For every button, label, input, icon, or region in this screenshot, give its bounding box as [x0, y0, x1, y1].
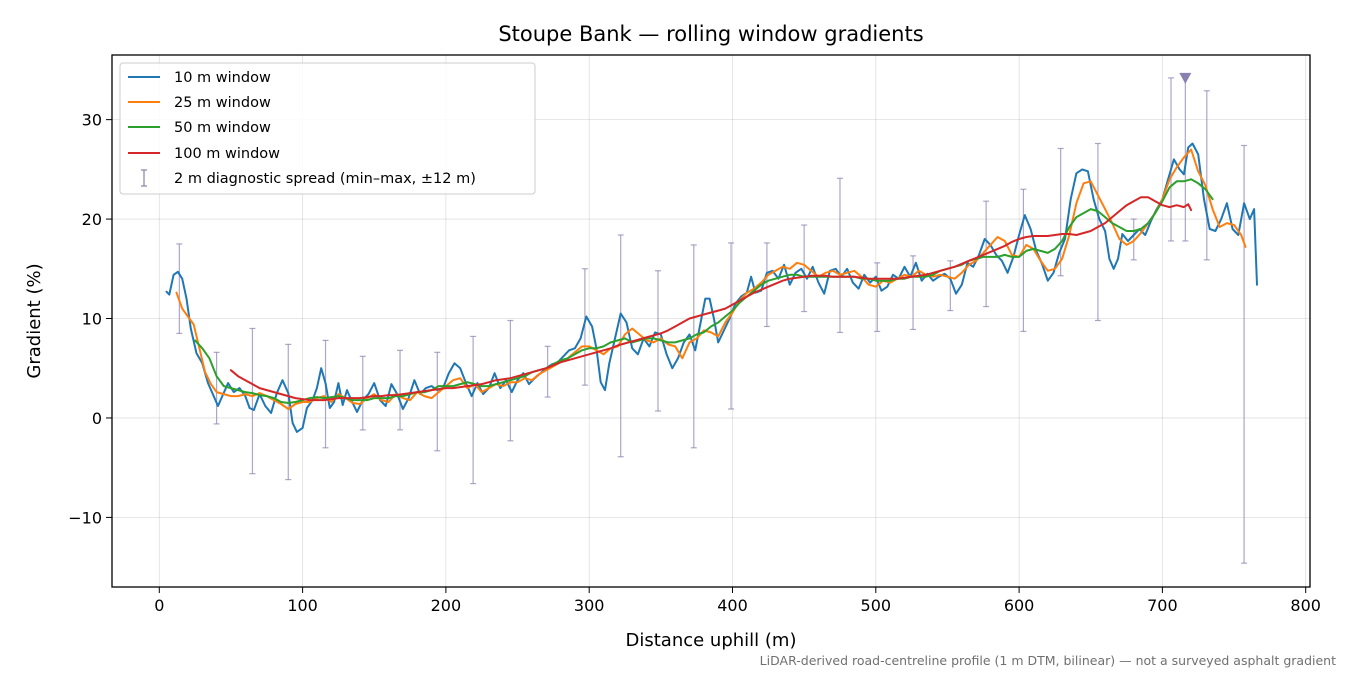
spread-errorbar	[1130, 218, 1137, 261]
plot-frame	[111, 54, 1311, 588]
y-axis-label: Gradient (%)	[24, 263, 45, 378]
spread-errorbar	[1057, 147, 1064, 277]
spread-errorbar	[176, 243, 183, 335]
spread-errorbar	[1203, 90, 1210, 261]
x-tick-label: 400	[717, 596, 748, 615]
footnote: LiDAR-derived road-centreline profile (1…	[760, 653, 1336, 668]
spread-errorbar	[801, 224, 808, 313]
series-lines	[165, 142, 1258, 433]
spread-errorbar	[947, 260, 954, 312]
spread-errorbar	[249, 327, 256, 475]
legend-label-4: 100 m window	[174, 146, 280, 162]
x-axis-label: Distance uphill (m)	[626, 630, 797, 651]
legend-box	[119, 62, 536, 195]
series-line-4	[229, 196, 1193, 402]
y-tick-label: 0	[92, 409, 102, 428]
spread-errorbar	[836, 177, 843, 334]
x-tick-label: 100	[287, 596, 318, 615]
legend-label-spread: 2 m diagnostic spread (min–max, ±12 m)	[174, 171, 476, 187]
spread-errorbar	[470, 335, 477, 485]
x-tick-label: 600	[1004, 596, 1035, 615]
spread-errorbar	[359, 355, 366, 431]
spread-errorbar	[728, 242, 735, 410]
spread-errorbar	[581, 268, 588, 386]
y-axis-ticks: −10 0 10 20 30	[68, 111, 112, 527]
y-tick-label: 10	[82, 310, 102, 329]
spread-errorbar	[617, 234, 624, 458]
spread-errorbar	[763, 242, 770, 328]
x-tick-label: 0	[154, 596, 164, 615]
x-tick-label: 500	[861, 596, 892, 615]
spread-errorbar	[1167, 77, 1174, 242]
spread-errorbar	[322, 339, 329, 449]
series-line-3	[194, 178, 1214, 404]
spread-errorbar	[434, 351, 441, 452]
x-tick-label: 300	[574, 596, 605, 615]
legend-label-1: 10 m window	[174, 70, 271, 86]
spread-errorbar	[1241, 144, 1248, 564]
legend-label-2: 25 m window	[174, 95, 271, 111]
spread-errorbar	[285, 343, 292, 481]
y-tick-label: −10	[68, 508, 102, 527]
peak-marker-layer	[1179, 72, 1192, 84]
legend-label-3: 50 m window	[174, 120, 271, 136]
series-line-1	[165, 142, 1258, 433]
peak-marker-triangle	[1179, 72, 1192, 84]
x-tick-label: 700	[1147, 596, 1178, 615]
spread-errorbar	[1020, 188, 1027, 333]
x-axis-ticks: 0 100 200 300 400 500 600 700 800	[154, 587, 1321, 615]
y-tick-label: 20	[82, 210, 102, 229]
chart-title: Stoupe Bank — rolling window gradients	[498, 22, 923, 46]
spread-errorbar	[544, 345, 551, 398]
y-tick-label: 30	[82, 111, 102, 130]
spread-errorbar	[1094, 142, 1101, 322]
legend: 10 m window 25 m window 50 m window 100 m w…	[119, 62, 536, 195]
x-tick-label: 200	[431, 596, 462, 615]
spread-errorbar	[874, 262, 881, 333]
spread-errorbar	[213, 351, 220, 425]
spread-errorbar	[397, 349, 404, 431]
x-tick-label: 800	[1290, 596, 1321, 615]
